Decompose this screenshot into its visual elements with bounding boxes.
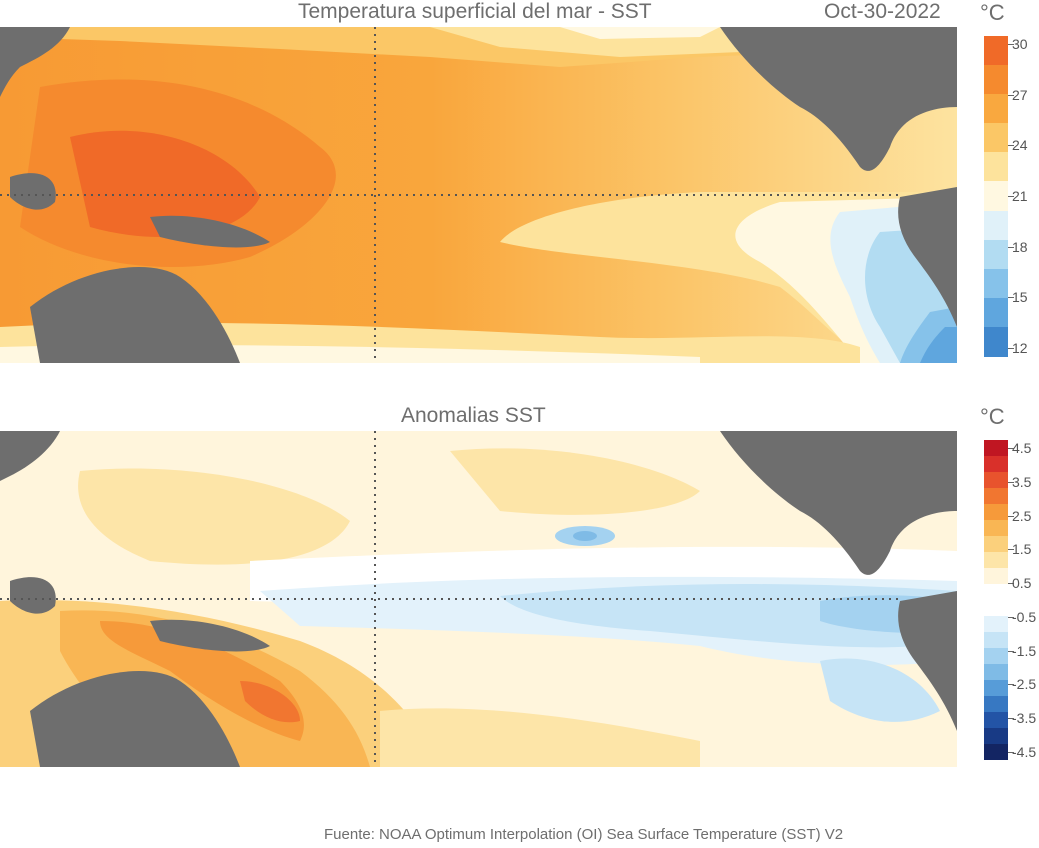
anomaly-colorbar-tick bbox=[1008, 616, 1014, 618]
sst-colorbar bbox=[984, 36, 1008, 357]
sst-map bbox=[0, 27, 957, 363]
anomaly-colorbar-segment bbox=[984, 552, 1008, 568]
sst-colorbar-tick-label: 18 bbox=[1012, 238, 1028, 255]
anomaly-colorbar-segment bbox=[984, 616, 1008, 632]
anomaly-colorbar-tick-label: 2.5 bbox=[1012, 507, 1032, 524]
sst-colorbar-segment bbox=[984, 123, 1008, 154]
sst-colorbar-tick-label: 12 bbox=[1012, 340, 1028, 356]
sst-colorbar-tick bbox=[1008, 246, 1014, 248]
anomaly-colorbar-segment bbox=[984, 536, 1008, 552]
anomaly-map bbox=[0, 431, 957, 767]
sst-colorbar-segment bbox=[984, 65, 1008, 96]
anomaly-colorbar-tick bbox=[1008, 549, 1014, 551]
anomaly-colorbar-tick-label: -0.5 bbox=[1012, 608, 1037, 625]
sst-colorbar-tick bbox=[1008, 348, 1014, 349]
anomaly-colorbar-tick-label: -3.5 bbox=[1012, 710, 1037, 727]
sst-colorbar-tick bbox=[1008, 297, 1014, 299]
new-guinea-island bbox=[150, 215, 270, 248]
anomaly-colorbar-tick-label: -4.5 bbox=[1012, 744, 1037, 760]
anomaly-colorbar-segment bbox=[984, 504, 1008, 520]
anomaly-colorbar-segment bbox=[984, 648, 1008, 664]
sst-unit-label: °C bbox=[980, 0, 1005, 25]
anomaly-colorbar-segment bbox=[984, 728, 1008, 744]
sst-colorbar-segment bbox=[984, 181, 1008, 212]
anomaly-colorbar-segment bbox=[984, 712, 1008, 728]
anomaly-unit-label: °C bbox=[980, 404, 1005, 429]
sst-colorbar-segment bbox=[984, 326, 1008, 357]
sst-colorbar-segment bbox=[984, 297, 1008, 328]
south-america-landmass bbox=[898, 187, 957, 327]
anomaly-colorbar-tick-label: 1.5 bbox=[1012, 541, 1032, 558]
sst-title: Temperatura superficial del mar - SST bbox=[298, 0, 652, 23]
sst-colorbar-tick bbox=[1008, 196, 1014, 197]
sst-colorbar-tick bbox=[1008, 44, 1014, 45]
asia-landmass bbox=[0, 27, 70, 97]
anomaly-colorbar-tick-label: 3.5 bbox=[1012, 473, 1032, 490]
anomaly-colorbar-tick bbox=[1008, 684, 1014, 686]
anomaly-colorbar-segment bbox=[984, 440, 1008, 456]
borneo-island bbox=[10, 173, 56, 210]
sst-colorbar-segment bbox=[984, 268, 1008, 299]
data-source-note: Fuente: NOAA Optimum Interpolation (OI) … bbox=[324, 826, 844, 843]
anomaly-colorbar-tick bbox=[1008, 650, 1014, 652]
anomaly-colorbar-segment bbox=[984, 680, 1008, 696]
sst-date: Oct-30-2022 bbox=[824, 0, 941, 23]
anomaly-colorbar-segment bbox=[984, 568, 1008, 584]
sst-colorbar-segment bbox=[984, 152, 1008, 183]
anomaly-colorbar-tick bbox=[1008, 515, 1014, 517]
anomaly-colorbar-tick bbox=[1008, 583, 1014, 585]
sst-colorbar-segment bbox=[984, 210, 1008, 241]
anomaly-colorbar-segment bbox=[984, 472, 1008, 488]
anomaly-colorbar-tick-label: -2.5 bbox=[1012, 676, 1037, 693]
sst-colorbar-tick bbox=[1008, 94, 1014, 96]
anomaly-colorbar-segment bbox=[984, 696, 1008, 712]
anomaly-colorbar-segment bbox=[984, 584, 1008, 600]
anomaly-colorbar-segment bbox=[984, 664, 1008, 680]
anomaly-colorbar-tick bbox=[1008, 718, 1014, 720]
anomaly-colorbar-tick-label: -1.5 bbox=[1012, 642, 1037, 659]
sst-colorbar-tick-label: 15 bbox=[1012, 289, 1028, 306]
anomaly-colorbar-segment bbox=[984, 744, 1008, 760]
anomaly-colorbar-tick bbox=[1008, 481, 1014, 483]
anomaly-title: Anomalias SST bbox=[401, 404, 546, 427]
anomaly-colorbar bbox=[984, 440, 1008, 760]
sst-colorbar-tick-label: 24 bbox=[1012, 137, 1028, 154]
sst-colorbar-tick-label: 30 bbox=[1012, 36, 1028, 52]
north-america-landmass bbox=[720, 27, 957, 171]
australia-landmass bbox=[30, 267, 240, 363]
sst-colorbar-tick-label: 27 bbox=[1012, 86, 1028, 103]
anomaly-colorbar-tick-label: 4.5 bbox=[1012, 440, 1032, 456]
sst-colorbar-segment bbox=[984, 239, 1008, 270]
anomaly-colorbar-segment bbox=[984, 600, 1008, 616]
anomaly-colorbar-tick bbox=[1008, 448, 1014, 449]
anomaly-colorbar-tick bbox=[1008, 752, 1014, 753]
sst-colorbar-segment bbox=[984, 36, 1008, 66]
anomaly-colorbar-segment bbox=[984, 456, 1008, 472]
anomaly-colorbar-segment bbox=[984, 488, 1008, 504]
sst-colorbar-tick-label: 21 bbox=[1012, 188, 1028, 204]
sst-colorbar-segment bbox=[984, 94, 1008, 125]
anomaly-colorbar-segment bbox=[984, 520, 1008, 536]
sst-colorbar-tick bbox=[1008, 145, 1014, 147]
anomaly-colorbar-segment bbox=[984, 632, 1008, 648]
anomaly-colorbar-tick-label: 0.5 bbox=[1012, 575, 1032, 592]
